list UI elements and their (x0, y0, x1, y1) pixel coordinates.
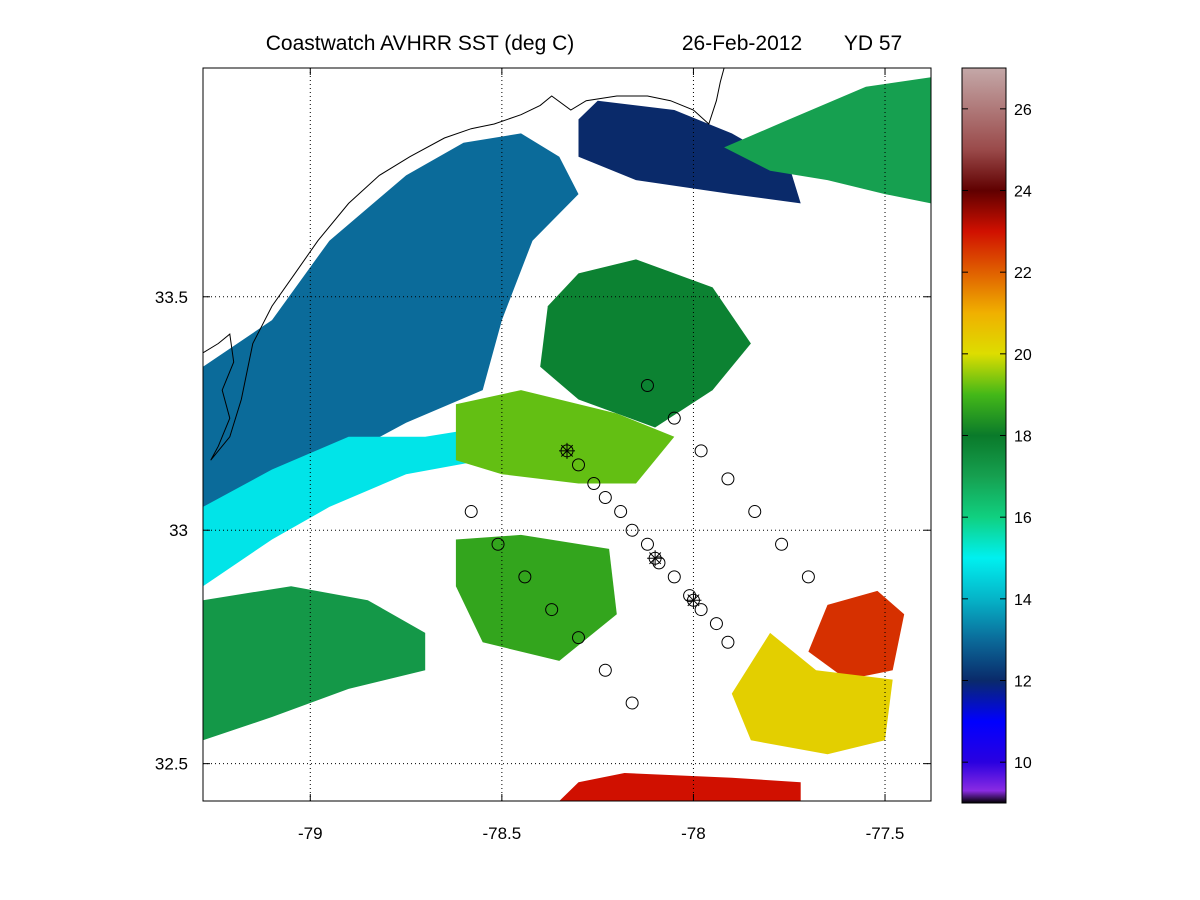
station-star-marker (647, 550, 664, 567)
sst-region (203, 427, 483, 587)
sst-region (578, 100, 801, 204)
station-marker (640, 378, 654, 392)
x-tick-label: -78 (681, 824, 706, 843)
x-axis: -79 -78.5 -78 -77.5 (298, 68, 904, 843)
station-marker (598, 663, 612, 677)
station-marker (464, 505, 478, 519)
station-marker (694, 444, 708, 458)
station-marker (667, 411, 681, 425)
colorbar-tick-label: 10 (1014, 755, 1032, 772)
station-star-marker (559, 442, 575, 459)
station-marker (721, 472, 735, 486)
station-marker (801, 570, 815, 584)
coastline (203, 68, 725, 461)
station-marker (518, 570, 532, 584)
sst-region (455, 390, 675, 484)
station-marker (598, 491, 612, 505)
station-marker (721, 635, 735, 649)
y-tick-label: 32.5 (155, 755, 188, 774)
station-marker (491, 537, 505, 551)
colorbar-ticks: 10 12 14 16 18 20 22 24 26 (962, 102, 1032, 772)
y-tick-label: 33.5 (155, 288, 188, 307)
x-tick-label: -79 (298, 824, 323, 843)
colorbar-tick-label: 22 (1014, 265, 1032, 282)
station-marker (625, 523, 639, 537)
station-marker (652, 556, 666, 570)
station-marker (587, 477, 601, 491)
sst-region (455, 534, 617, 661)
sst-region (203, 586, 426, 741)
grid-layer (203, 68, 931, 801)
station-marker (571, 631, 585, 645)
y-tick-label: 33 (169, 521, 188, 540)
colorbar-tick-label: 12 (1014, 674, 1032, 691)
sst-region (559, 773, 801, 801)
colorbar-tick-label: 18 (1014, 429, 1032, 446)
station-marker (625, 696, 639, 710)
station-marker (775, 537, 789, 551)
station-marker (545, 603, 559, 617)
colorbar-tick-label: 24 (1014, 184, 1032, 201)
colorbar (961, 67, 1007, 804)
sst-region (540, 259, 751, 428)
map-date: 26-Feb-2012 (682, 32, 802, 55)
y-axis: 32.5 33 33.5 (155, 288, 931, 774)
colorbar-tick-label: 16 (1014, 510, 1032, 527)
station-marker (748, 505, 762, 519)
station-marker (694, 603, 708, 617)
station-marker (614, 505, 628, 519)
sst-region (724, 77, 931, 204)
sst-region (731, 632, 893, 755)
station-star-marker (685, 592, 702, 609)
colorbar-tick-label: 26 (1014, 102, 1032, 119)
map-frame (202, 67, 932, 802)
station-marker (667, 570, 681, 584)
station-marker (709, 617, 723, 631)
station-layer (464, 378, 815, 710)
x-tick-label: -78.5 (482, 824, 521, 843)
map-title: Coastwatch AVHRR SST (deg C) (266, 32, 575, 55)
station-marker (683, 589, 697, 603)
coastline-layer (203, 68, 725, 461)
colorbar-tick-label: 14 (1014, 592, 1032, 609)
station-marker (571, 458, 585, 472)
sst-layer (203, 77, 931, 801)
map-yearday: YD 57 (844, 32, 902, 55)
colorbar-tick-label: 20 (1014, 347, 1032, 364)
station-marker (640, 537, 654, 551)
sst-region (808, 590, 905, 680)
sst-region (203, 133, 579, 540)
x-tick-label: -77.5 (866, 824, 905, 843)
